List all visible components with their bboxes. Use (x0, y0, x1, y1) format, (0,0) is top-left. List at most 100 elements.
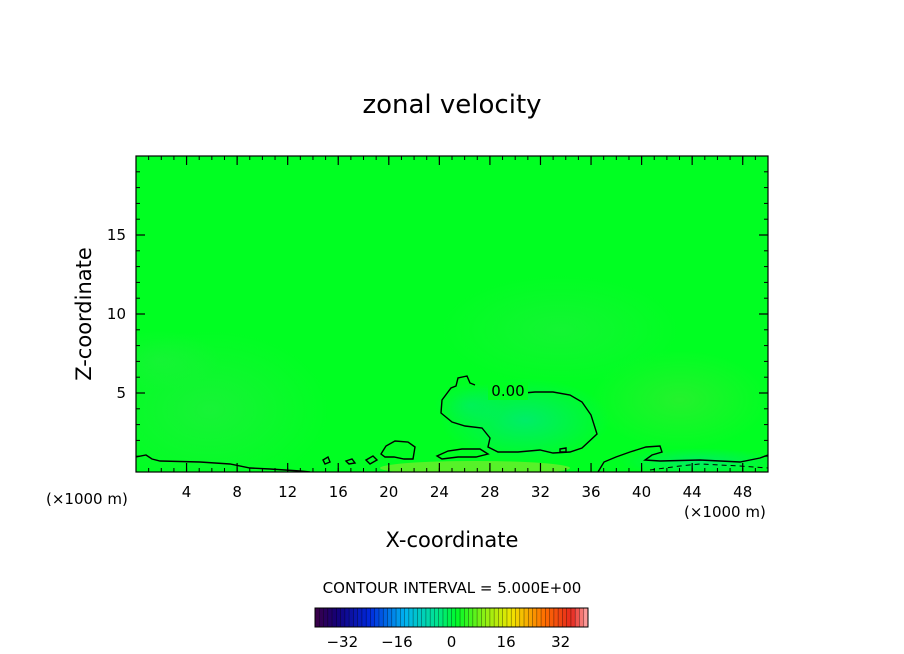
colorbar (314, 607, 589, 628)
x-unit-label-left: (×1000 m) (46, 490, 128, 508)
colorbar-cell (536, 608, 542, 627)
colorbar-cell (532, 608, 538, 627)
colorbar-tick-label: −16 (381, 633, 413, 651)
y-axis-title: Z-coordinate (72, 247, 96, 381)
field-patch (136, 330, 220, 390)
colorbar-tick-label: 32 (551, 633, 570, 651)
x-tick-label: 16 (329, 483, 348, 501)
colorbar-cell (336, 608, 341, 627)
colorbar-cell (451, 608, 457, 627)
colorbar-cell (378, 608, 384, 627)
colorbar-cell (494, 608, 499, 627)
colorbar-cell (340, 608, 346, 627)
colorbar-cell (353, 608, 358, 627)
colorbar-labels: −32 −16 0 16 32 (326, 633, 570, 651)
x-tick-label: 40 (632, 483, 651, 501)
x-tick-label: 24 (430, 483, 449, 501)
colorbar-cell (413, 608, 418, 627)
x-tick-label: 8 (232, 483, 242, 501)
x-tick-label: 48 (733, 483, 752, 501)
y-axis-ticks: 5 10 15 (107, 226, 768, 402)
field-patch (380, 461, 570, 472)
colorbar-cell (417, 608, 422, 627)
contour-interval-text: CONTOUR INTERVAL = 5.000E+00 (323, 579, 582, 597)
colorbar-cell (477, 608, 482, 627)
colorbar-cell (400, 608, 405, 627)
field-patch (440, 275, 680, 385)
colorbar-cell (404, 608, 410, 627)
contour-line (597, 445, 768, 472)
contour-line (435, 448, 490, 460)
colorbar-cell (425, 608, 431, 627)
contour-line (559, 447, 567, 453)
negative-contour (649, 463, 768, 471)
contour-line (440, 375, 598, 454)
colorbar-cell (481, 608, 486, 627)
colorbar-tick-label: 0 (447, 633, 457, 651)
x-tick-label: 12 (278, 483, 297, 501)
colorbar-cell (391, 608, 397, 627)
colorbar-cell (524, 608, 529, 627)
x-tick-label: 20 (379, 483, 398, 501)
zero-contour (136, 375, 768, 472)
y-tick-label: 15 (107, 226, 126, 244)
heatmap-field: 0.00 (136, 156, 768, 472)
colorbar-cell (460, 608, 465, 627)
colorbar-cell (566, 608, 572, 627)
colorbar-frame (314, 607, 589, 628)
colorbar-cell (485, 608, 491, 627)
contour-line (364, 455, 379, 465)
x-axis-title: X-coordinate (386, 528, 519, 552)
contour-line (322, 455, 331, 465)
colorbar-cell (396, 608, 401, 627)
colorbar-cell (502, 608, 508, 627)
colorbar-cell (383, 608, 388, 627)
contour-label-gap (488, 382, 528, 400)
x-axis-ticks: 4 8 12 16 20 24 28 32 36 40 44 48 (182, 156, 752, 501)
colorbar-cell (408, 608, 414, 627)
x-tick-label: 44 (683, 483, 702, 501)
colorbar-cell (506, 608, 512, 627)
colorbar-cell (464, 608, 469, 627)
colorbar-cell (549, 608, 555, 627)
colorbar-cell (545, 608, 550, 627)
colorbar-cell (553, 608, 559, 627)
chart-title: zonal velocity (362, 90, 541, 120)
field-patch (590, 350, 768, 450)
colorbar-cell (562, 608, 567, 627)
colorbar-cell (442, 608, 448, 627)
colorbar-cell (498, 608, 503, 627)
colorbar-cell (438, 608, 444, 627)
colorbar-cell (357, 608, 363, 627)
colorbar-cell (528, 608, 533, 627)
colorbar-cell (366, 608, 371, 627)
colorbar-cell (319, 608, 324, 627)
contour-line (136, 454, 311, 472)
colorbar-cell (468, 608, 474, 627)
colorbar-cell (575, 608, 580, 627)
colorbar-cell (323, 608, 329, 627)
contour-label: 0.00 (491, 382, 524, 400)
colorbar-tick-label: 16 (497, 633, 516, 651)
y-tick-label: 10 (107, 305, 126, 323)
colorbar-cell (421, 608, 427, 627)
colorbar-cell (583, 608, 589, 627)
colorbar-tick-label: −32 (326, 633, 358, 651)
colorbar-cell (361, 608, 367, 627)
colorbar-cell (387, 608, 393, 627)
colorbar-cell (332, 608, 337, 627)
colorbar-cell (430, 608, 435, 627)
colorbar-cell (349, 608, 354, 627)
colorbar-cell (489, 608, 495, 627)
colorbar-cell (541, 608, 546, 627)
x-tick-label: 28 (480, 483, 499, 501)
colorbar-cell (515, 608, 521, 627)
colorbar-cell (327, 608, 333, 627)
colorbar-cell (455, 608, 461, 627)
colorbar-cell (370, 608, 376, 627)
colorbar-cell (315, 608, 320, 627)
colorbar-cell (511, 608, 516, 627)
contour-line (380, 440, 416, 460)
y-tick-label: 5 (116, 384, 126, 402)
